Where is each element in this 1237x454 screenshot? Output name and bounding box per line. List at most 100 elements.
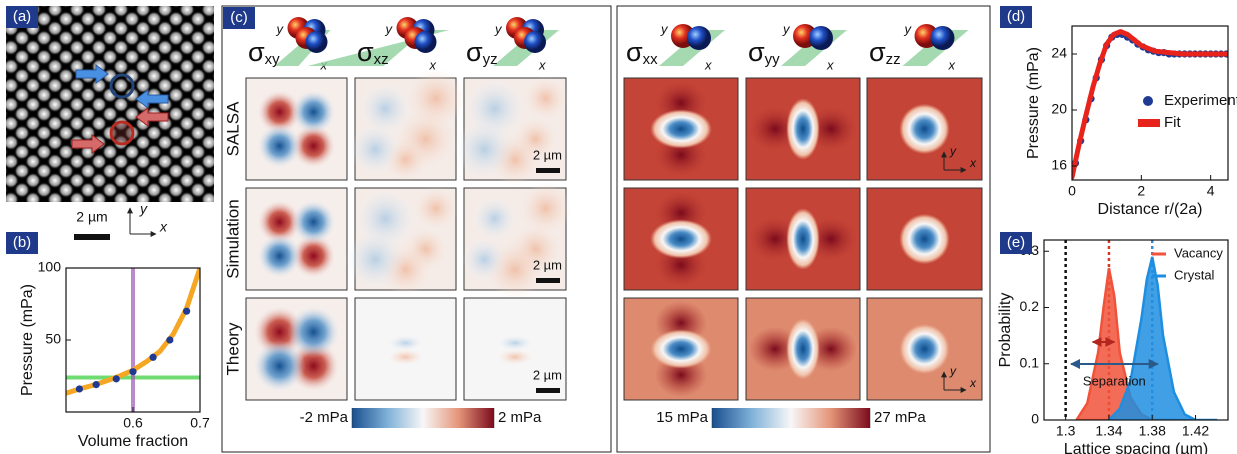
y-tick-label: 16 bbox=[1051, 157, 1067, 173]
arrow bbox=[71, 134, 105, 154]
blotch bbox=[387, 349, 424, 365]
panel-c: yxσxyyxσxzyxσyz2 µm2 µm2 µmyxσxxyxσyyyxσ… bbox=[223, 17, 983, 428]
colorbar-label: 2 mPa bbox=[498, 409, 542, 426]
y-tick-label: 0 bbox=[1031, 411, 1039, 427]
heatmap bbox=[745, 187, 861, 291]
symbol: σ bbox=[357, 37, 374, 67]
column-header: σzz bbox=[869, 37, 901, 68]
heatmap bbox=[623, 297, 739, 401]
colorbar-label: 15 mPa bbox=[656, 409, 708, 426]
symbol: σ bbox=[466, 37, 483, 67]
panel-label-box bbox=[223, 7, 255, 29]
lobe bbox=[291, 200, 336, 244]
heatmap bbox=[866, 187, 983, 291]
symbol: σ bbox=[626, 37, 643, 67]
axis-glyph: x bbox=[948, 57, 956, 72]
lobe bbox=[257, 90, 302, 134]
blotch bbox=[472, 196, 517, 241]
heatmap bbox=[462, 182, 572, 300]
blotch bbox=[413, 186, 458, 231]
core bbox=[786, 98, 820, 160]
x-tick-label: 0 bbox=[1068, 183, 1076, 199]
panel-label: (e) bbox=[1007, 234, 1025, 251]
plot-area bbox=[1064, 240, 1218, 420]
symbol: σ bbox=[248, 37, 265, 67]
scale-bar bbox=[74, 234, 110, 240]
core bbox=[899, 213, 950, 265]
heatmap-bg bbox=[245, 77, 348, 181]
heatmap bbox=[349, 68, 466, 182]
panel-label: (b) bbox=[13, 234, 31, 251]
subscript: zz bbox=[886, 51, 901, 68]
panel-label-box bbox=[6, 6, 38, 28]
axis-glyph: x bbox=[826, 57, 834, 72]
data-point bbox=[112, 375, 120, 383]
area bbox=[1107, 256, 1218, 420]
blotch bbox=[523, 76, 568, 121]
panel-label-box bbox=[1000, 6, 1032, 28]
data-point bbox=[75, 385, 83, 393]
axis-glyph: y bbox=[904, 21, 913, 36]
axis-glyph: y bbox=[385, 21, 394, 36]
column-header: σyz bbox=[466, 37, 498, 68]
y-axis-label: Pressure (mPa) bbox=[19, 284, 36, 396]
plot-frame bbox=[1071, 25, 1229, 181]
micrograph bbox=[6, 6, 214, 202]
vacancy-ring bbox=[109, 73, 135, 99]
orbital-lobe bbox=[524, 31, 546, 53]
x-tick-label: 0.6 bbox=[123, 415, 143, 431]
crystal-ring bbox=[109, 120, 135, 146]
panel-frame bbox=[616, 5, 991, 453]
y-axis-label: Pressure (mPa) bbox=[1025, 47, 1042, 159]
axis-glyph: y bbox=[949, 364, 957, 378]
heatmap bbox=[745, 77, 861, 181]
lobe bbox=[291, 124, 336, 168]
heatmap-bg bbox=[245, 187, 348, 291]
axis-glyph: x bbox=[429, 57, 437, 72]
panel-label-box bbox=[6, 232, 38, 254]
subscript: yy bbox=[765, 51, 781, 68]
x-tick-label: 2 bbox=[1137, 183, 1145, 199]
core bbox=[899, 323, 950, 375]
annotation: Separation bbox=[1083, 373, 1146, 388]
colorbar bbox=[712, 408, 870, 428]
core bbox=[786, 318, 820, 380]
heatmap bbox=[866, 77, 983, 181]
y-tick-label: 20 bbox=[1051, 101, 1067, 117]
panel-label: (a) bbox=[13, 8, 31, 25]
panel-label: (d) bbox=[1007, 8, 1025, 25]
subscript: yz bbox=[483, 51, 498, 68]
lobe bbox=[257, 200, 302, 244]
column-header: σxz bbox=[357, 37, 389, 68]
scale-label: 2 µm bbox=[533, 147, 562, 162]
colorbar bbox=[352, 408, 494, 428]
axis-glyph: y bbox=[494, 21, 503, 36]
axis-glyph: x bbox=[969, 376, 977, 390]
heatmap bbox=[745, 297, 861, 401]
blotch bbox=[519, 182, 572, 235]
lobe bbox=[287, 306, 340, 358]
blotch bbox=[387, 335, 424, 351]
blotch bbox=[462, 237, 507, 282]
x-tick-label: 1.34 bbox=[1095, 423, 1122, 439]
chart: 0.6 0.7 50 100 Volume fraction Pressure (mPa) bbox=[19, 259, 210, 451]
x-tick-label: 0.7 bbox=[190, 415, 210, 431]
row-label: Simulation bbox=[223, 199, 242, 278]
axis-glyph: x bbox=[538, 57, 546, 72]
blotch bbox=[454, 119, 515, 180]
panel-labels: (a) (b) (c) (d) (e) bbox=[6, 6, 1032, 254]
heatmap bbox=[454, 76, 568, 186]
plot-area bbox=[66, 268, 200, 412]
scale-bar bbox=[536, 388, 560, 393]
core bbox=[650, 219, 712, 259]
data-point bbox=[166, 336, 174, 344]
data-point bbox=[149, 353, 157, 361]
y-tick-label: 24 bbox=[1051, 45, 1067, 61]
legend-label: Fit bbox=[1164, 114, 1181, 131]
scale-label: 2 µm bbox=[76, 209, 107, 225]
symbol: σ bbox=[748, 37, 765, 67]
axis-glyph: x bbox=[704, 57, 712, 72]
legend-marker bbox=[1143, 96, 1153, 106]
symbol: σ bbox=[869, 37, 886, 67]
